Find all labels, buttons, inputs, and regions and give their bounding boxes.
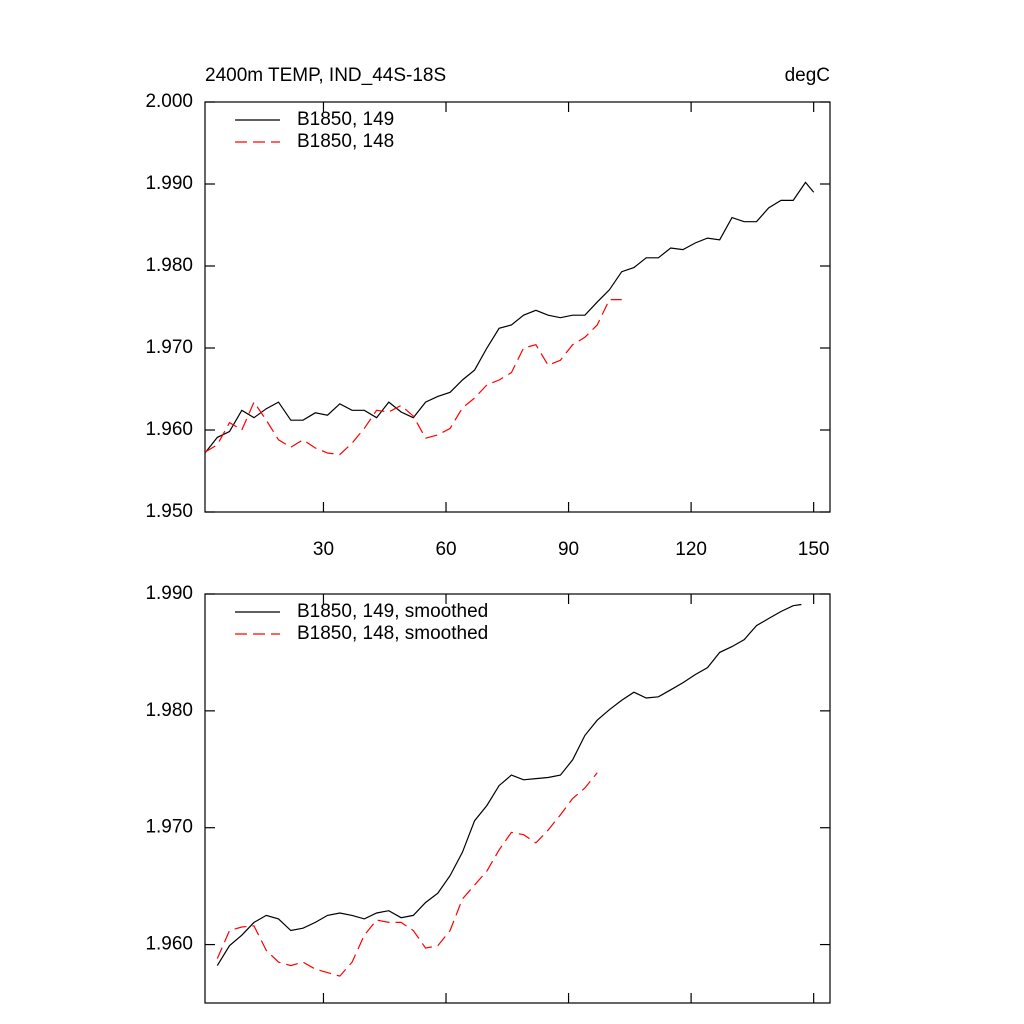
series-line [204,181,815,454]
legend-label: B1850, 149 [297,109,394,130]
plot-frame [204,101,831,513]
y-tick-label: 1.990 [145,583,193,604]
y-tick-label: 1.970 [145,337,193,358]
legend-label: B1850, 148, smoothed [297,623,488,644]
y-tick-label: 2.000 [145,91,193,112]
y-tick-label: 1.950 [145,501,193,522]
x-tick-label: 120 [675,539,707,560]
x-tick-label: 90 [558,539,579,560]
legend-label: B1850, 148 [297,131,394,152]
series-line [204,299,622,456]
x-tick-label: 30 [313,539,334,560]
legend-label: B1850, 149, smoothed [297,601,488,622]
chart-title: 2400m TEMP, IND_44S-18S [205,65,446,86]
x-tick-label: 60 [435,539,456,560]
y-tick-label: 1.960 [145,419,193,440]
series-line [216,772,598,977]
units-label: degC [785,65,830,86]
y-tick-label: 1.980 [145,255,193,276]
plot-frame [204,593,831,1004]
y-tick-label: 1.990 [145,173,193,194]
x-tick-label: 150 [798,539,830,560]
series-line [216,603,802,966]
y-tick-label: 1.970 [145,817,193,838]
y-tick-label: 1.980 [145,700,193,721]
y-tick-label: 1.960 [145,934,193,955]
